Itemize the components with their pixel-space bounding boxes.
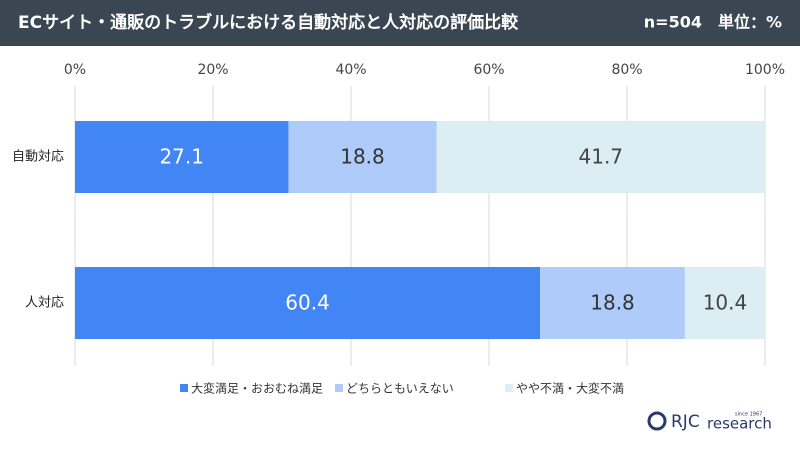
bar-segment <box>436 121 765 193</box>
legend-label: やや不満・大変不満 <box>516 381 624 396</box>
logo-since: since 1967 <box>735 412 762 418</box>
data-label: 18.8 <box>340 145 385 169</box>
x-tick-label: 100% <box>745 62 785 78</box>
legend-label: 大変満足・おおむね満足 <box>191 381 323 396</box>
y-tick-label: 自動対応 <box>12 150 64 165</box>
data-label: 27.1 <box>159 145 204 169</box>
legend-swatch <box>335 384 343 392</box>
x-tick-label: 60% <box>473 62 504 78</box>
bar-segment <box>288 121 437 193</box>
bar-segment <box>75 267 541 339</box>
x-tick-label: 80% <box>611 62 642 78</box>
x-tick-label: 40% <box>335 62 366 78</box>
legend-swatch <box>505 384 513 392</box>
data-label: 41.7 <box>579 145 624 169</box>
data-label: 60.4 <box>285 291 330 315</box>
bar-segment <box>75 121 289 193</box>
data-label: 18.8 <box>590 291 635 315</box>
chart-title: ECサイト・通販のトラブルにおける自動対応と人対応の評価比較 <box>18 12 519 33</box>
logo: RJC research since 1967 <box>647 411 772 433</box>
legend-swatch <box>180 384 188 392</box>
chart-subtitle: n=504 単位：% <box>644 13 782 32</box>
bar-segment <box>540 267 685 339</box>
data-label: 10.4 <box>703 291 748 315</box>
legend-label: どちらともいえない <box>346 382 454 396</box>
y-tick-label: 人対応 <box>25 296 64 311</box>
bar-segment <box>684 267 765 339</box>
x-tick-label: 0% <box>64 62 86 78</box>
logo-icon <box>647 411 667 431</box>
x-tick-label: 20% <box>197 62 228 78</box>
header-bar <box>0 0 800 46</box>
logo-word: research <box>707 415 772 433</box>
logo-name: RJC <box>671 412 700 432</box>
